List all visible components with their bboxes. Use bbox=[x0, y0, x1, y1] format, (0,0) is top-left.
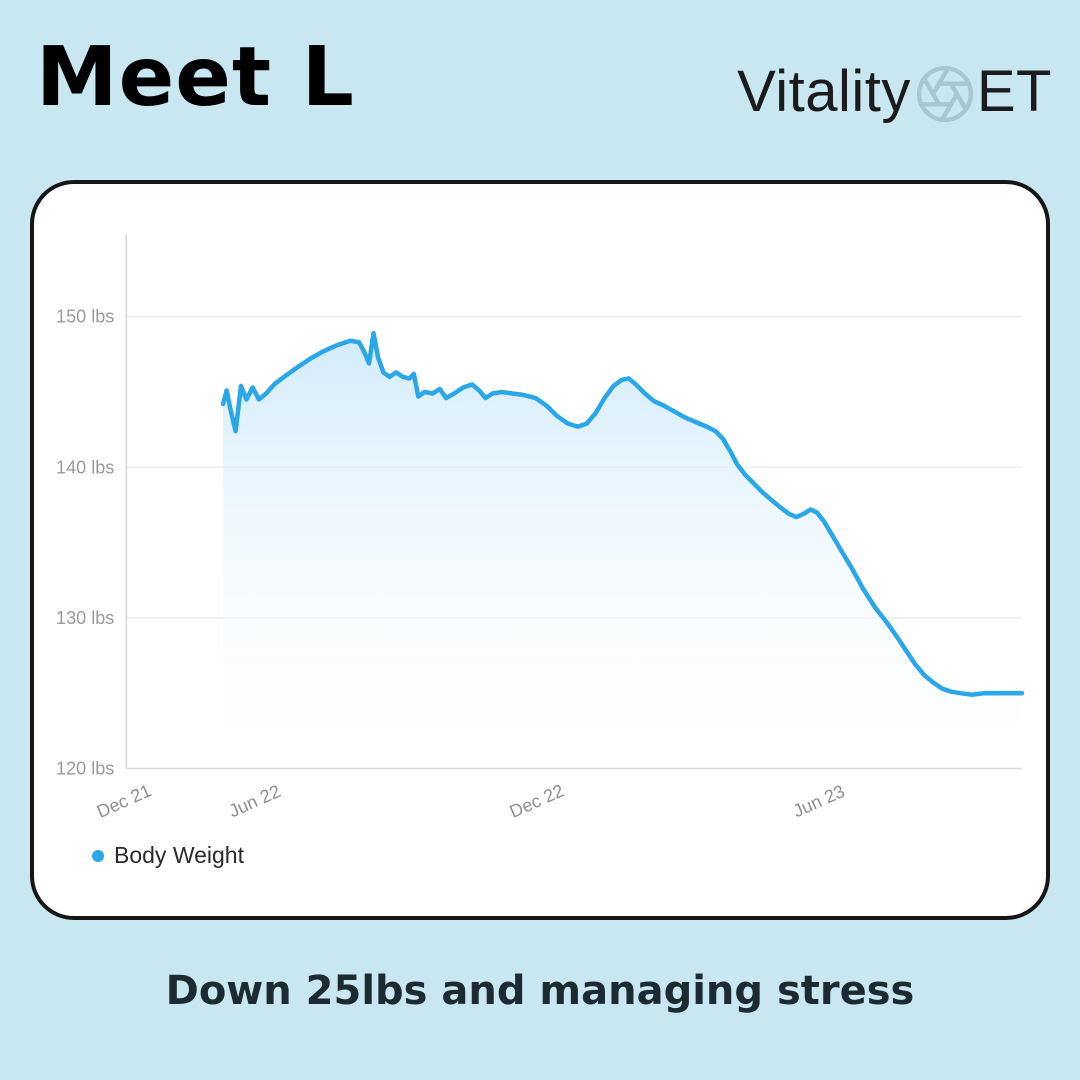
brand-name-prefix: Vitality bbox=[737, 59, 911, 124]
svg-text:Dec 21: Dec 21 bbox=[94, 780, 154, 822]
svg-text:130 lbs: 130 lbs bbox=[56, 608, 114, 628]
svg-text:120 lbs: 120 lbs bbox=[56, 759, 114, 779]
svg-text:Dec 22: Dec 22 bbox=[507, 780, 567, 822]
svg-text:Jun 22: Jun 22 bbox=[226, 781, 284, 821]
brand-logo: Vitality ET bbox=[737, 58, 1052, 125]
aperture-icon bbox=[916, 65, 973, 122]
chart-legend: Body Weight bbox=[92, 842, 1046, 869]
svg-text:Jun 23: Jun 23 bbox=[790, 781, 848, 821]
chart-card: 150 lbs 140 lbs 130 lbs 120 lbs Dec 21 Jun 22… bbox=[30, 180, 1050, 920]
page-title: Meet L bbox=[36, 30, 355, 125]
legend-dot bbox=[92, 849, 104, 862]
brand-name-suffix: ET bbox=[976, 59, 1052, 124]
legend-label: Body Weight bbox=[114, 842, 244, 868]
svg-text:150 lbs: 150 lbs bbox=[56, 307, 114, 327]
caption: Down 25lbs and managing stress bbox=[165, 968, 915, 1014]
svg-text:140 lbs: 140 lbs bbox=[56, 457, 114, 477]
